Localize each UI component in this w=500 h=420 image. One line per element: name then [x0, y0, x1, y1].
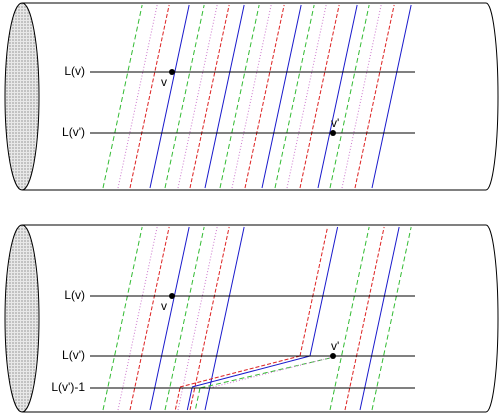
strand — [117, 4, 158, 189]
strand — [149, 226, 190, 411]
strand — [179, 355, 301, 388]
strand — [219, 4, 260, 189]
strand — [299, 226, 329, 357]
level-label: L(v')-1 — [51, 380, 85, 394]
vertex — [330, 353, 336, 359]
strand — [102, 4, 143, 189]
level-label: L(v) — [64, 288, 85, 302]
strand — [354, 4, 395, 189]
strand — [177, 4, 218, 189]
strand — [341, 4, 382, 189]
vertex-label: v — [161, 299, 167, 313]
top-cylinder: L(v) L(v') v v' — [4, 2, 499, 191]
vertex — [169, 69, 175, 75]
strand — [371, 4, 412, 189]
strand — [274, 4, 315, 189]
bottom-cylinder: L(v) L(v') L(v')-1 v v' — [4, 224, 499, 413]
vertex-label: v' — [331, 116, 339, 130]
strand — [309, 226, 339, 357]
cylinder-end — [4, 2, 40, 191]
strand — [186, 387, 193, 411]
strand — [191, 355, 311, 388]
strand — [286, 4, 327, 189]
strand — [204, 356, 334, 390]
strand — [231, 4, 272, 189]
strand — [344, 226, 385, 411]
level-label: L(v') — [62, 348, 85, 362]
strand — [189, 4, 230, 189]
strand — [189, 226, 230, 411]
vertex — [330, 130, 336, 136]
strand — [149, 4, 190, 189]
strand — [102, 226, 143, 411]
strand — [317, 4, 358, 189]
cylinder-outline — [22, 2, 499, 191]
vertex — [169, 293, 175, 299]
strand — [359, 226, 400, 411]
strand — [371, 226, 412, 411]
strand — [204, 4, 245, 189]
strand — [299, 4, 340, 189]
strand — [244, 4, 285, 189]
cylinder-end — [4, 224, 40, 413]
level-label: L(v') — [62, 125, 85, 139]
strand — [329, 226, 370, 411]
level-label: L(v) — [64, 64, 85, 78]
strand — [329, 4, 370, 189]
vertex-label: v' — [331, 339, 339, 353]
strand — [174, 387, 181, 411]
strand — [194, 387, 201, 411]
strand — [204, 226, 245, 411]
strand — [261, 4, 302, 189]
strand — [164, 4, 205, 189]
strand — [129, 4, 170, 189]
cylinder-outline — [22, 224, 499, 413]
strand — [117, 226, 158, 411]
strand — [199, 357, 331, 389]
strand — [164, 226, 205, 411]
vertex-label: v — [161, 75, 167, 89]
strand — [129, 226, 170, 411]
strand — [177, 226, 218, 411]
